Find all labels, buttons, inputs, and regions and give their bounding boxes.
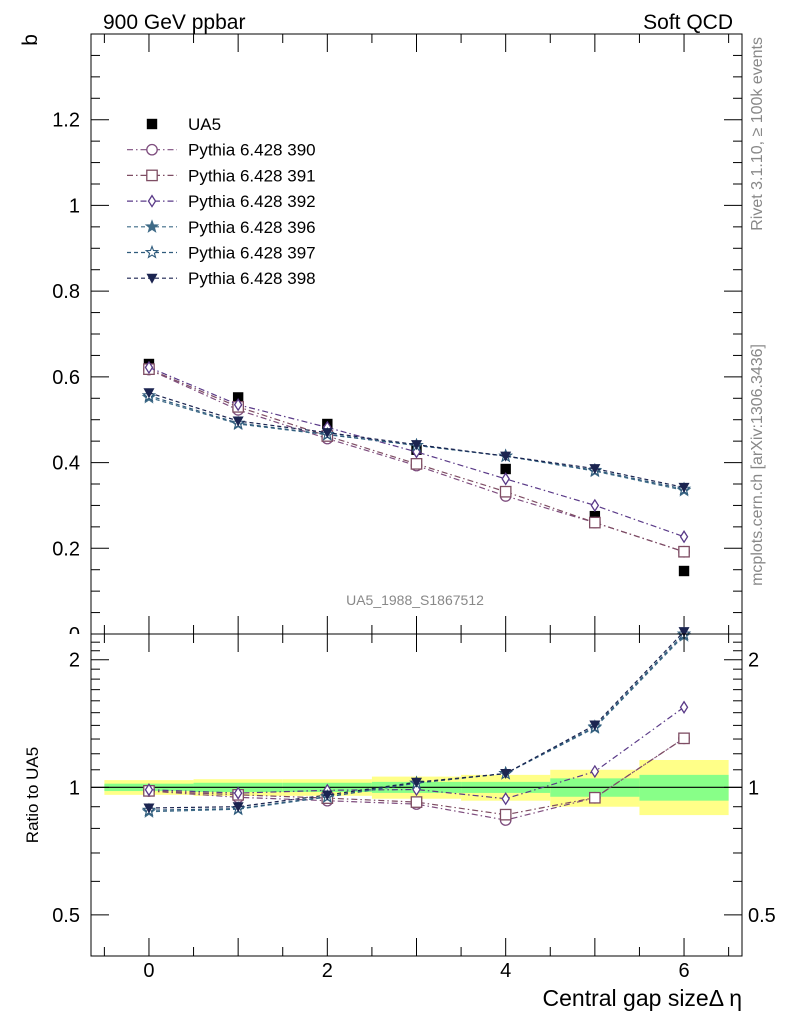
ratio-data-point [678, 627, 690, 638]
ratio-data-point [499, 808, 512, 821]
ratio-data-point [500, 768, 512, 779]
x-axis-tick-labels: 0 2 4 6 [143, 960, 689, 982]
legend-entry: Pythia 6.428 391 [127, 166, 316, 185]
ratio-data-point [589, 791, 601, 804]
ratio-data-point [410, 796, 423, 808]
ratio-data-point [232, 802, 244, 813]
legend-label: Pythia 6.428 398 [188, 269, 316, 288]
main-series-3 [144, 360, 689, 544]
ratio-data-point [589, 720, 601, 731]
legend-marker [147, 194, 157, 208]
main-y-tick-label: 1 [69, 195, 80, 217]
main-y-tick-label-zero: 0 [69, 624, 80, 646]
x-tick-label: 6 [678, 960, 689, 982]
main-data-point [589, 464, 601, 475]
main-data-point [232, 416, 244, 427]
ratio-data-point [678, 732, 690, 745]
analysis-id-label: UA5_1988_S1867512 [346, 592, 484, 608]
main-data-point [500, 451, 512, 462]
rivet-version-label: Rivet 3.1.10, ≥ 100k events [749, 37, 766, 231]
header-right-label: Soft QCD [643, 11, 733, 34]
legend-marker [144, 244, 160, 259]
x-axis-label: Central gap sizeΔ η [543, 985, 742, 1011]
x-tick-label: 0 [143, 960, 154, 982]
main-data-point [678, 565, 690, 577]
main-data-point [411, 440, 422, 451]
main-data-point [679, 530, 689, 544]
ratio-data-point [411, 777, 422, 788]
ratio-y-tick-label: 1 [69, 777, 80, 799]
main-data-point [589, 510, 601, 522]
legend-label: Pythia 6.428 390 [188, 141, 316, 160]
legend-entry: Pythia 6.428 398 [127, 269, 316, 288]
ratio-y-tick-label-right: 1 [748, 777, 759, 799]
main-y-axis-label: b [19, 34, 42, 46]
ratio-data-point [144, 783, 154, 797]
main-data-point [590, 498, 600, 513]
ratio-y-tick-label-right: 0.5 [748, 905, 776, 927]
main-data-point [410, 458, 423, 470]
main-y-tick-label: 0.8 [52, 281, 80, 303]
legend-marker [146, 273, 158, 284]
header-left-label: 900 GeV ppbar [103, 11, 245, 34]
main-data-point [321, 428, 333, 439]
main-data-point [500, 463, 511, 475]
main-data-point [233, 398, 243, 412]
legend-entry: Pythia 6.428 392 [127, 192, 316, 211]
main-data-point [678, 545, 690, 558]
ratio-y-tick-label: 2 [69, 650, 80, 672]
legend-entry: Pythia 6.428 396 [127, 218, 316, 237]
main-plot-panel: 0.2 0.4 0.6 0.8 1 1.2 0 UA5_1988_S1867512 b UA… [19, 33, 743, 646]
ratio-data-point [679, 700, 689, 714]
main-data-point [499, 485, 512, 498]
ratio-data-point [233, 786, 243, 800]
main-y-tick-label: 0.6 [52, 367, 80, 389]
ratio-y-tick-label-right: 2 [748, 650, 759, 672]
ratio-plot-panel: 0.5 0.5 1 1 2 2 Ratio to UA5 [23, 626, 776, 957]
main-data-point [589, 516, 601, 529]
legend-marker [146, 169, 158, 182]
ratio-data-point [501, 792, 510, 806]
main-data-point [501, 472, 510, 486]
legend-entry: UA5 [146, 115, 221, 134]
legend-marker [144, 219, 160, 233]
legend-label: Pythia 6.428 397 [188, 244, 316, 263]
ratio-data-point [321, 790, 333, 801]
main-y-tick-label: 0.4 [52, 453, 80, 475]
main-series-2 [143, 363, 690, 558]
legend-label: Pythia 6.428 391 [188, 166, 316, 185]
x-tick-label: 2 [322, 960, 333, 982]
legend-label: UA5 [188, 115, 221, 134]
mcplots-reference-label: mcplots.cern.ch [arXiv:1306.3436] [749, 344, 766, 586]
legend-marker [146, 143, 158, 156]
main-data-point [143, 388, 155, 399]
main-data-point [232, 392, 244, 403]
ratio-series-5 [143, 627, 690, 814]
legend-marker [146, 118, 158, 130]
legend-label: Pythia 6.428 396 [188, 218, 316, 237]
main-data-point [144, 360, 154, 375]
main-series-6 [143, 388, 690, 493]
main-data-point [678, 482, 690, 493]
legend-label: Pythia 6.428 392 [188, 192, 316, 211]
main-y-tick-label: 1.2 [52, 110, 80, 132]
main-y-tick-label: 0.2 [52, 538, 80, 560]
ratio-data-point [590, 764, 600, 779]
ratio-y-axis-label: Ratio to UA5 [23, 747, 42, 843]
legend-entry: Pythia 6.428 390 [127, 141, 316, 160]
ratio-data-point [143, 803, 155, 814]
ratio-y-tick-label: 0.5 [52, 905, 80, 927]
x-tick-label: 4 [500, 960, 511, 982]
legend-entry: Pythia 6.428 397 [127, 244, 316, 263]
legend: UA5 Pythia 6.428 390 Pythia 6.428 391 Pythi… [127, 115, 316, 288]
